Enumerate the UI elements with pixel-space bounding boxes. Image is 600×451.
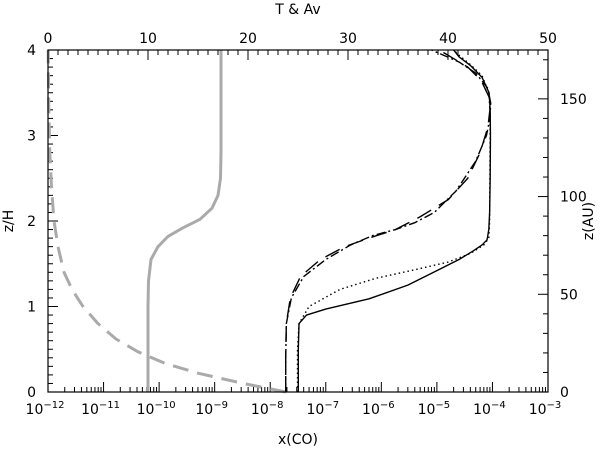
series-line-top-dashed — [46, 49, 287, 394]
y2-axis-title: z(AU) — [581, 202, 597, 240]
x-tick-label: 10−8 — [251, 400, 284, 418]
series-lines — [46, 49, 492, 394]
x2-tick-label: 50 — [539, 31, 557, 47]
plot-frame — [47, 49, 549, 393]
x-tick-label: 10−6 — [362, 400, 395, 418]
x2-axis-title: T & Av — [274, 2, 320, 18]
x-tick-label: 10−4 — [473, 400, 506, 418]
x2-tick-label: 30 — [339, 31, 357, 47]
x-tick-label: 10−3 — [529, 400, 562, 418]
y-tick-label: 3 — [27, 129, 36, 145]
ticks — [47, 49, 549, 393]
x2-tick-label: 10 — [139, 31, 157, 47]
series-line-bottom-dashed — [285, 49, 491, 392]
y-tick-label: 0 — [27, 385, 36, 401]
tick-labels: 10−12 10−11 10−10 10−9 10−8 10−7 10−6 10−5 10−4 1… — [26, 31, 587, 418]
series-line-bottom-dashdot — [285, 49, 492, 392]
y-axis-title: z/H — [1, 210, 17, 233]
y2-tick-label: 50 — [560, 287, 578, 303]
x-tick-label: 10−11 — [81, 400, 120, 418]
y-tick-label: 4 — [27, 43, 36, 59]
x2-tick-label: 20 — [239, 31, 257, 47]
x-tick-label: 10−7 — [306, 400, 339, 418]
y2-tick-label: 0 — [560, 385, 569, 401]
x-tick-label: 10−9 — [195, 400, 228, 418]
x-axis-title: x(CO) — [278, 432, 318, 448]
x2-tick-label: 40 — [439, 31, 457, 47]
y-tick-label: 1 — [27, 300, 36, 316]
series-line-top-solid — [146, 50, 223, 392]
y2-tick-label: 150 — [560, 92, 587, 108]
series-line-bottom-dotted — [296, 49, 491, 392]
x-tick-label: 10−5 — [418, 400, 451, 418]
series-line-bottom-solid — [297, 49, 492, 392]
x2-tick-label: 0 — [44, 31, 53, 47]
x-tick-label: 10−10 — [137, 400, 176, 418]
x-tick-label: 10−12 — [26, 400, 65, 418]
y2-tick-label: 100 — [560, 190, 587, 206]
y-tick-label: 2 — [27, 214, 36, 230]
